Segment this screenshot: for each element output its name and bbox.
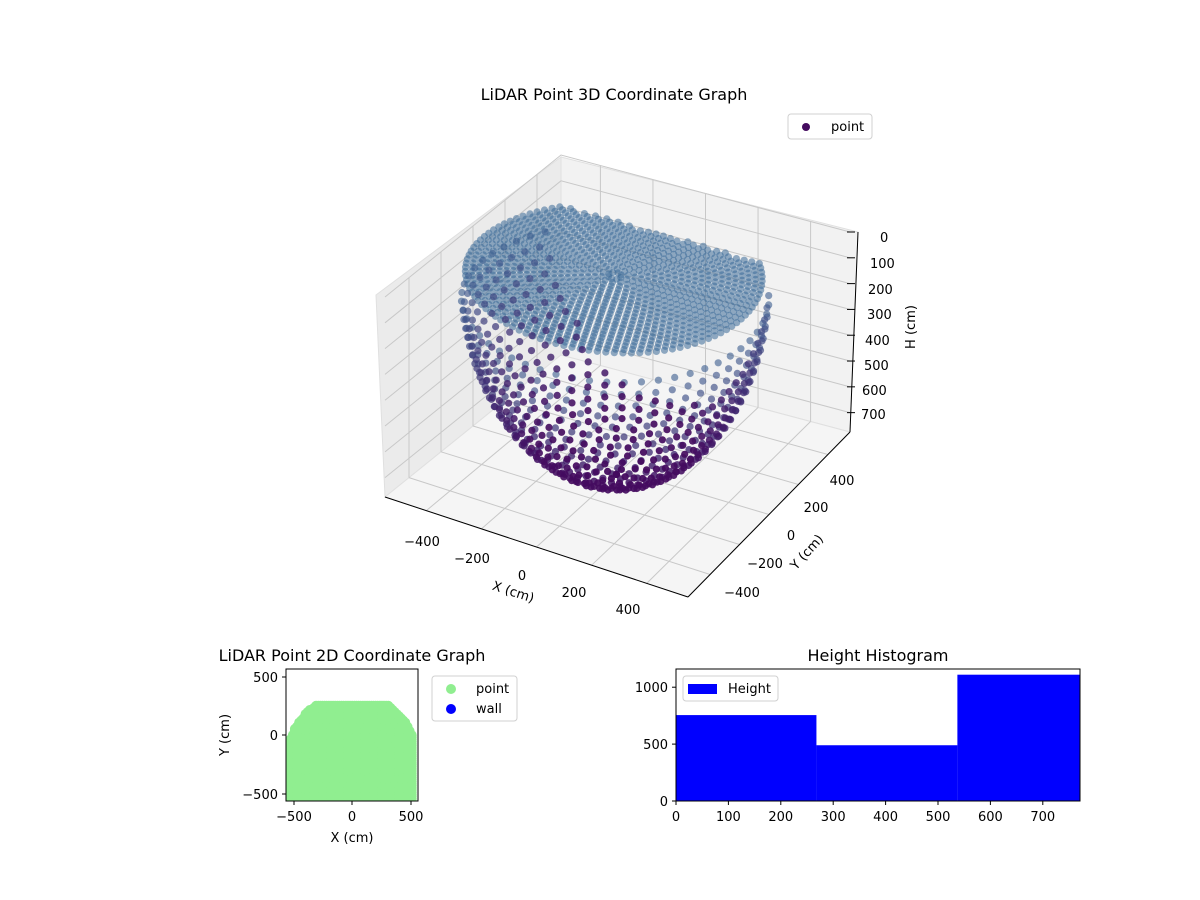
legend-marker-wall: [446, 704, 456, 714]
z-axis-3d: [849, 231, 859, 433]
y-tick-labels-3d: −400 −200 0 200 400: [724, 474, 854, 601]
z-tick-3d: 0: [880, 231, 888, 246]
plot-3d-title: LiDAR Point 3D Coordinate Graph: [481, 85, 748, 104]
x-axis-3d: [384, 496, 689, 598]
y-axis-label-2d: Y (cm): [218, 714, 233, 757]
histogram-bar: [957, 674, 1080, 801]
legend-marker-point: [446, 684, 456, 694]
z-tick-3d: 200: [868, 283, 893, 298]
y-tick-hist: 500: [643, 738, 668, 753]
x-tick-hist: 400: [873, 810, 898, 825]
point-cloud-2d: [286, 700, 417, 801]
x-tick-2d: 500: [399, 810, 424, 825]
x-tick-3d: −400: [404, 535, 440, 550]
legend-3d: point: [787, 113, 873, 140]
y-axis-3d: [687, 431, 851, 598]
ticks-2d: [282, 676, 412, 805]
x-tick-hist: 500: [926, 810, 951, 825]
x-tick-hist: 700: [1030, 810, 1055, 825]
histogram-bar: [676, 715, 817, 801]
x-tick-2d: 0: [348, 810, 356, 825]
z-tick-3d: 400: [865, 334, 890, 349]
point-cloud-3d: [457, 203, 773, 494]
x-tick-3d: −200: [454, 552, 490, 567]
y-tick-3d: 0: [787, 529, 795, 544]
y-tick-3d: −200: [747, 557, 783, 572]
plot-3d: LiDAR Point 3D Coordinate Graph −400 −20…: [375, 85, 919, 618]
y-tick-labels-2d: 500 0 −500: [242, 671, 278, 803]
x-tick-3d: 400: [616, 603, 641, 618]
x-tick-hist: 300: [821, 810, 846, 825]
z-tick-3d: 700: [861, 408, 886, 423]
y-tick-2d: 500: [253, 671, 278, 686]
x-tick-hist: 0: [672, 810, 680, 825]
y-tick-3d: 400: [830, 474, 855, 489]
x-tick-labels-3d: −400 −200 0 200 400: [404, 535, 640, 618]
x-axis-label-2d: X (cm): [331, 831, 374, 846]
histogram-bars: [676, 674, 1080, 801]
y-tick-3d: −400: [724, 586, 760, 601]
z-axis-label-3d: H (cm): [904, 305, 919, 349]
legend-marker-height: [688, 684, 717, 694]
z-tick-3d: 300: [867, 308, 892, 323]
y-tick-hist: 0: [660, 795, 668, 810]
z-tick-3d: 100: [870, 257, 895, 272]
legend-label-point: point: [831, 120, 864, 135]
z-tick-3d: 600: [862, 384, 887, 399]
x-axis-label-3d: X (cm): [490, 579, 536, 607]
plot-2d: LiDAR Point 2D Coordinate Graph −500 0 5…: [218, 646, 518, 846]
x-tick-labels-2d: −500 0 500: [276, 810, 423, 825]
histogram-frame: [675, 668, 1081, 802]
legend-label-wall: wall: [476, 702, 502, 717]
legend-2d: point wall: [431, 675, 518, 722]
y-tick-3d: 200: [804, 501, 829, 516]
histogram-bar: [816, 745, 958, 801]
z-tick-3d: 500: [864, 359, 889, 374]
y-tick-2d: −500: [242, 788, 278, 803]
x-tick-3d: 200: [562, 586, 587, 601]
x-tick-3d: 0: [518, 569, 526, 584]
x-tick-hist: 100: [716, 810, 741, 825]
ticks-3d: [847, 231, 855, 414]
y-tick-hist: 1000: [635, 681, 668, 696]
y-tick-2d: 0: [270, 729, 278, 744]
plot-histogram: Height Histogram 0 100 200 300 400 500 600 7000…: [635, 646, 1081, 825]
legend-label-height: Height: [728, 682, 771, 697]
histogram-title: Height Histogram: [808, 646, 949, 665]
z-tick-labels-3d: 0 100 200 300 400 500 600 700: [861, 231, 895, 423]
x-tick-hist: 600: [978, 810, 1003, 825]
legend-marker-point: [802, 123, 810, 131]
legend-label-point: point: [476, 682, 509, 697]
x-tick-2d: −500: [276, 810, 312, 825]
plot-2d-title: LiDAR Point 2D Coordinate Graph: [219, 646, 486, 665]
legend-histogram: Height: [682, 675, 779, 702]
histogram-ticks: 0 100 200 300 400 500 600 700 0 500 1000: [635, 681, 1055, 825]
x-tick-hist: 200: [768, 810, 793, 825]
